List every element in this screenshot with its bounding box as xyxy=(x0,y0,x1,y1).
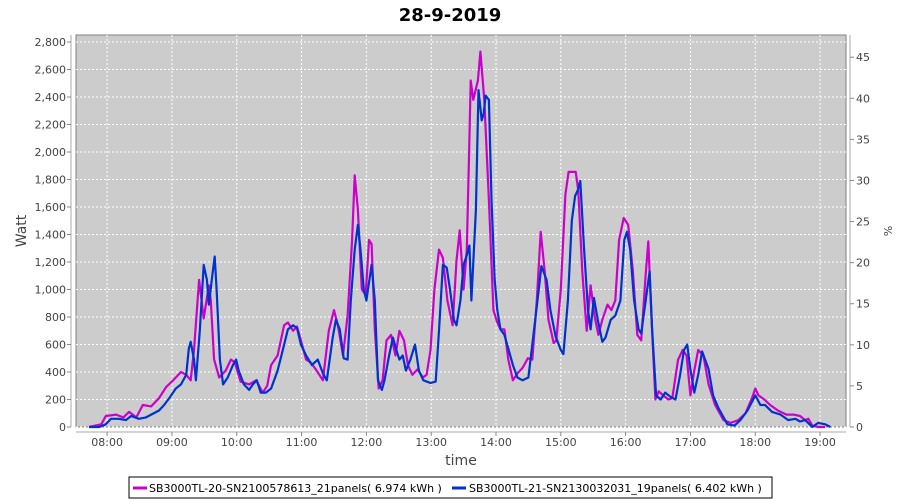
x-tick-label: 16:00 xyxy=(610,436,642,449)
y2-tick-label: 0 xyxy=(856,421,863,434)
legend-box xyxy=(128,476,773,499)
y-tick-label: 400 xyxy=(45,366,66,379)
y2-axis-ticks: 0 5 10 15 20 25 30 35 40 45 xyxy=(850,51,870,434)
y-tick-label: 1,800 xyxy=(35,174,67,187)
x-axis-ticks: 08:00 09:00 10:00 11:00 12:00 13:00 14:00 15:00… xyxy=(91,432,836,449)
x-tick-label: 19:00 xyxy=(804,436,836,449)
y2-tick-label: 10 xyxy=(856,339,870,352)
y2-tick-label: 40 xyxy=(856,92,870,105)
y-tick-label: 2,800 xyxy=(35,36,67,49)
y-axis-ticks: 0 200 400 600 800 1,000 1,200 1,400 1,600 1,800 2,… xyxy=(35,36,71,434)
y-tick-label: 2,400 xyxy=(35,91,67,104)
y-tick-label: 2,200 xyxy=(35,119,67,132)
legend: SB3000TL-20-SN2100578613_21panels( 6.974… xyxy=(128,476,773,499)
y2-tick-label: 5 xyxy=(856,380,863,393)
x-tick-label: 09:00 xyxy=(156,436,188,449)
x-tick-label: 13:00 xyxy=(415,436,447,449)
legend-label-0: SB3000TL-20-SN2100578613_21panels( 6.974… xyxy=(149,482,442,495)
y-tick-label: 600 xyxy=(45,339,66,352)
series-lines xyxy=(88,50,831,429)
y-tick-label: 200 xyxy=(45,394,66,407)
y-tick-label: 1,000 xyxy=(35,284,67,297)
x-tick-label: 14:00 xyxy=(480,436,512,449)
plot-area xyxy=(75,34,847,428)
y-tick-label: 0 xyxy=(59,421,66,434)
y-axis-label: Watt xyxy=(14,214,30,247)
x-tick-label: 12:00 xyxy=(351,436,383,449)
x-tick-label: 15:00 xyxy=(545,436,577,449)
x-tick-label: 08:00 xyxy=(91,436,123,449)
y-tick-label: 1,200 xyxy=(35,256,67,269)
y2-tick-label: 20 xyxy=(856,257,870,270)
y-tick-label: 2,000 xyxy=(35,146,67,159)
gridlines xyxy=(76,35,846,428)
y-tick-label: 1,600 xyxy=(35,201,67,214)
y2-tick-label: 25 xyxy=(856,216,870,229)
x-tick-label: 18:00 xyxy=(739,436,771,449)
x-tick-label: 11:00 xyxy=(286,436,318,449)
y2-tick-label: 30 xyxy=(856,174,870,187)
y-tick-label: 1,400 xyxy=(35,229,67,242)
series-line-1 xyxy=(89,88,831,429)
y2-axis-label: % xyxy=(881,226,894,236)
series-line-0 xyxy=(88,50,826,429)
x-tick-label: 10:00 xyxy=(221,436,253,449)
y-tick-label: 800 xyxy=(45,311,66,324)
legend-label-1: SB3000TL-21-SN2130032031_19panels( 6.402… xyxy=(469,482,762,495)
x-tick-label: 17:00 xyxy=(675,436,707,449)
y2-tick-label: 35 xyxy=(856,133,870,146)
x-axis-label: time xyxy=(445,453,477,469)
y2-tick-label: 45 xyxy=(856,51,870,64)
y-tick-label: 2,600 xyxy=(35,64,67,77)
chart-title: 28-9-2019 xyxy=(399,5,502,26)
y2-tick-label: 15 xyxy=(856,298,870,311)
